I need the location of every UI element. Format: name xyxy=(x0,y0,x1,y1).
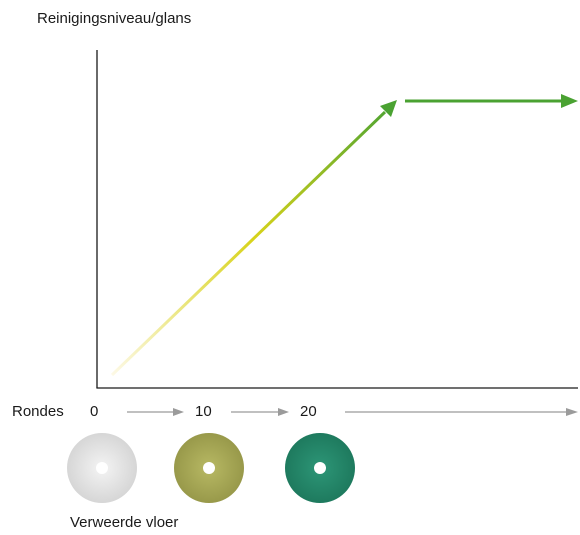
progress-arrow-1 xyxy=(127,408,184,416)
white-pad-icon xyxy=(67,433,137,503)
plateau-arrowhead xyxy=(561,94,578,108)
rising-line xyxy=(110,110,387,377)
tick-label-20: 20 xyxy=(300,403,317,420)
progress-arrow-2 xyxy=(231,408,289,416)
green-pad-icon xyxy=(285,433,355,503)
x-axis-label: Rondes xyxy=(12,403,64,420)
tick-label-10: 10 xyxy=(195,403,212,420)
tick-label-0: 0 xyxy=(90,403,99,420)
olive-pad-icon xyxy=(174,433,244,503)
rising-arrowhead xyxy=(380,100,397,117)
floor-caption: Verweerde vloer xyxy=(70,514,179,531)
progress-arrow-3 xyxy=(345,408,578,416)
y-axis-label: Reinigingsniveau/glans xyxy=(37,10,192,27)
